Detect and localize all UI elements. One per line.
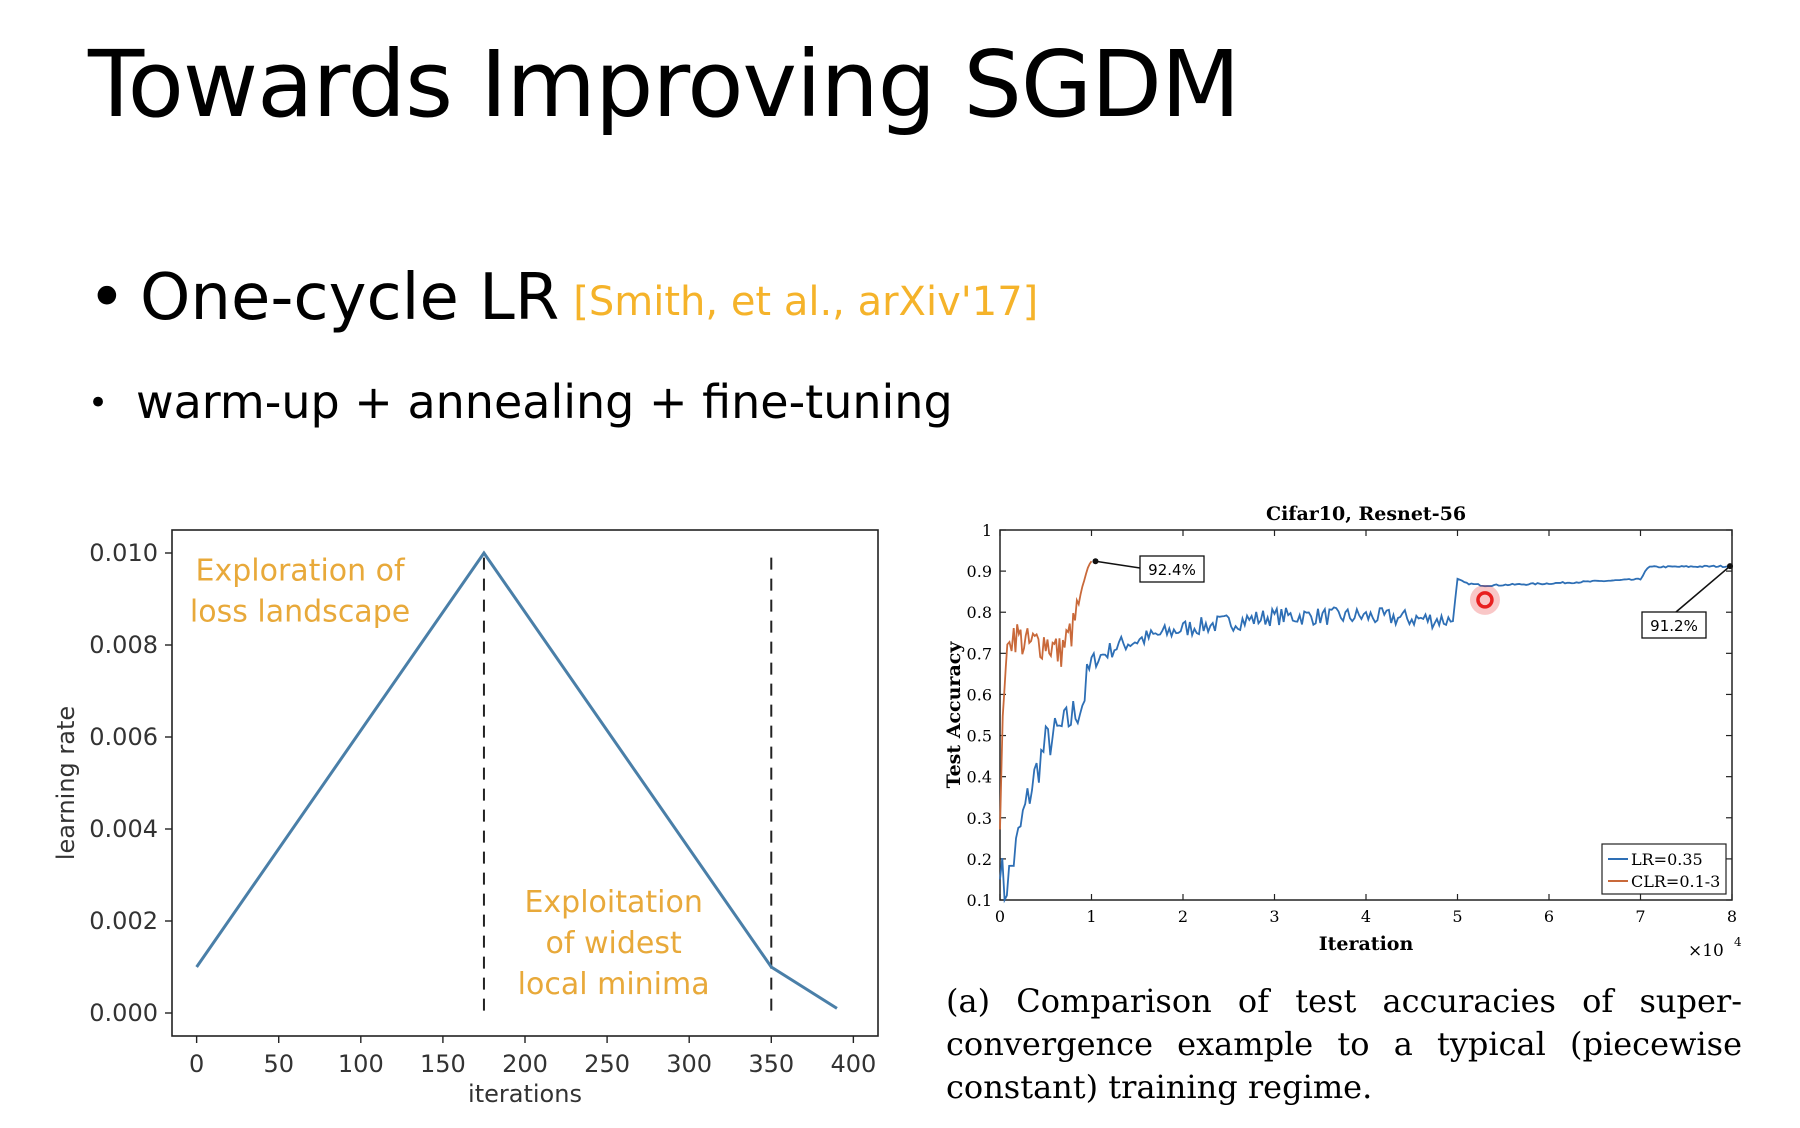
- x-tick-label: 0: [995, 907, 1005, 926]
- y-tick-label: 0.3: [967, 809, 992, 828]
- highlight-ring: [1476, 591, 1494, 609]
- annotation-exploitation: local minima: [518, 967, 710, 1002]
- x-tick-label: 5: [1452, 907, 1462, 926]
- bullet-warmup-text: warm-up + annealing + fine-tuning: [136, 375, 953, 429]
- bullet-warmup: • warm-up + annealing + fine-tuning: [88, 372, 953, 433]
- y-tick-label: 0.000: [89, 999, 158, 1027]
- legend-box: [1601, 843, 1727, 895]
- series-lr-line: [999, 564, 1733, 904]
- y-tick-label: 1: [982, 521, 992, 540]
- x-tick-label: 150: [420, 1050, 466, 1078]
- legend-label: CLR=0.1-3: [1631, 872, 1720, 891]
- callout-arrow: [1095, 560, 1141, 569]
- callout-box: [1139, 555, 1205, 583]
- learning-rate-chart: 0 50 100 150 200 250 300 350 400 0.000 0.002 0.004 0…: [52, 529, 879, 1108]
- x-tick-label: 200: [502, 1050, 548, 1078]
- x-axis-label: iterations: [468, 1080, 582, 1108]
- chart-title: Cifar10, Resnet-56: [1266, 503, 1466, 525]
- x-tick-label: 1: [1086, 907, 1096, 926]
- y-tick-label: 0.002: [89, 907, 158, 935]
- y-tick-label: 0.2: [967, 850, 992, 869]
- lr-series-line: [195, 550, 838, 1010]
- x-tick-label: 2: [1178, 907, 1188, 926]
- figure-caption: (a) Comparison of test accuracies of sup…: [946, 982, 1742, 1106]
- x-tick-label: 400: [830, 1050, 876, 1078]
- x-axis-label: Iteration: [1319, 933, 1414, 955]
- annotation-exploration: Exploration of: [196, 554, 407, 589]
- x-tick-label: 6: [1544, 907, 1554, 926]
- annotation-exploration: loss landscape: [190, 595, 410, 630]
- bullet-one-cycle-text: One-cycle LR: [140, 261, 560, 335]
- y-tick-label: 0.9: [967, 562, 992, 581]
- y-tick-label: 0.6: [967, 685, 992, 704]
- y-tick-label: 0.004: [89, 815, 158, 843]
- y-tick-label: 0.4: [967, 768, 992, 787]
- x-tick-label: 100: [338, 1050, 384, 1078]
- x-tick-label: 0: [189, 1050, 204, 1078]
- callout-label: 91.2%: [1650, 617, 1698, 635]
- callout-box: [1641, 611, 1707, 639]
- callout-arrowhead: [1092, 558, 1099, 565]
- x-tick-label: 3: [1269, 907, 1279, 926]
- y-tick-label: 0.010: [89, 539, 158, 567]
- y-axis-label: learning rate: [52, 706, 80, 860]
- y-tick-label: 0.1: [967, 891, 992, 910]
- x-tick-label: 8: [1727, 907, 1737, 926]
- bullet-dot: •: [88, 261, 126, 335]
- highlight-glow: [1469, 584, 1500, 615]
- citation: [Smith, et al., arXiv'17]: [573, 279, 1039, 325]
- y-tick-label: 0.5: [967, 727, 992, 746]
- y-tick-label: 0.7: [967, 644, 992, 663]
- x-tick-label: 7: [1635, 907, 1645, 926]
- y-tick-label: 0.8: [967, 603, 992, 622]
- bullet-one-cycle: • One-cycle LR [Smith, et al., arXiv'17]: [88, 258, 1038, 342]
- accuracy-chart: Cifar10, Resnet-56 0 1 2 3 4 5 6 7 8 0.1 0.2 0.3 0.4 0…: [943, 503, 1742, 961]
- callout-arrowhead: [1727, 563, 1733, 570]
- legend-label: LR=0.35: [1631, 850, 1703, 869]
- x-tick-label: 350: [748, 1050, 794, 1078]
- x-multiplier: ×10: [1688, 941, 1724, 961]
- y-tick-label: 0.008: [89, 631, 158, 659]
- x-tick-label: 250: [584, 1050, 630, 1078]
- y-axis-label: Test Accuracy: [943, 641, 965, 789]
- callout-arrow: [1675, 565, 1731, 613]
- x-tick-label: 50: [263, 1050, 294, 1078]
- series-clr-line: [999, 560, 1093, 830]
- callout-label: 92.4%: [1148, 561, 1196, 579]
- x-tick-label: 300: [666, 1050, 712, 1078]
- y-tick-label: 0.006: [89, 723, 158, 751]
- bullet-dot: •: [88, 383, 109, 423]
- annotation-exploitation: of widest: [546, 926, 682, 961]
- x-tick-label: 4: [1361, 907, 1371, 926]
- x-multiplier-exponent: 4: [1734, 935, 1742, 949]
- plot-frame: [999, 529, 1733, 901]
- slide-title: Towards Improving SGDM: [88, 31, 1240, 138]
- annotation-exploitation: Exploitation: [524, 885, 702, 920]
